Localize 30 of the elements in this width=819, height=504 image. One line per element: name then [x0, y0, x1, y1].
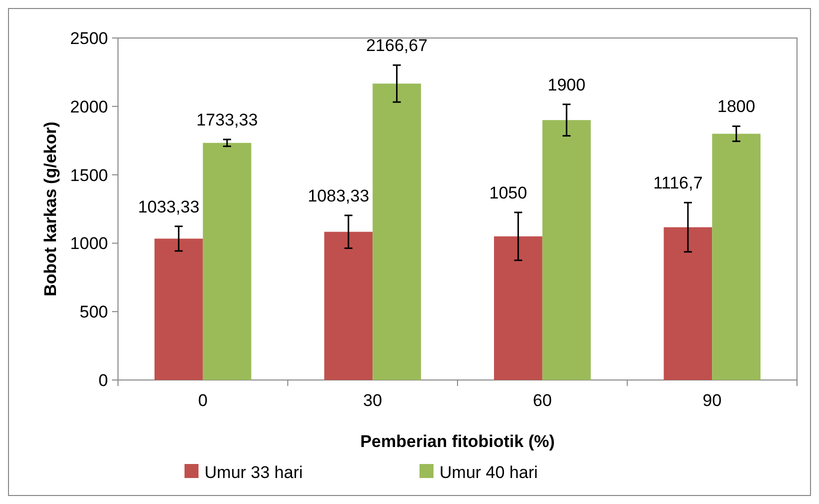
y-tick-label: 2000	[70, 97, 108, 116]
x-tick-label: 90	[702, 391, 722, 410]
bar	[372, 84, 422, 380]
y-tick-label: 0	[98, 370, 108, 390]
x-axis-title: Pemberian fitobiotik (%)	[360, 432, 555, 451]
data-label: 1083,33	[308, 186, 370, 206]
legend-label: Umur 40 hari	[440, 462, 538, 482]
x-tick-label: 30	[363, 391, 382, 410]
data-label: 1116,7	[653, 174, 703, 193]
data-label: 1050	[489, 183, 528, 202]
y-tick-label: 1500	[70, 166, 108, 185]
bar	[664, 227, 712, 380]
y-axis-title: Bobot karkas (g/ekor)	[41, 122, 60, 296]
data-label: 1033,33	[138, 197, 200, 216]
bar	[324, 232, 373, 380]
x-tick-label: 0	[198, 391, 208, 410]
data-label: 1733,33	[196, 110, 258, 130]
bar	[202, 142, 252, 380]
bar	[494, 236, 542, 380]
y-tick-label: 1000	[70, 234, 108, 254]
x-tick-label: 60	[532, 391, 552, 410]
legend-label: Umur 33 hari	[204, 462, 303, 482]
data-label: 1900	[548, 75, 586, 94]
data-label: 2166,67	[366, 36, 428, 56]
bar	[542, 120, 591, 380]
bar	[712, 134, 761, 380]
data-label: 1800	[717, 97, 756, 116]
y-tick-label: 2500	[70, 28, 108, 48]
y-tick-label: 500	[80, 302, 108, 322]
bar	[154, 238, 203, 380]
